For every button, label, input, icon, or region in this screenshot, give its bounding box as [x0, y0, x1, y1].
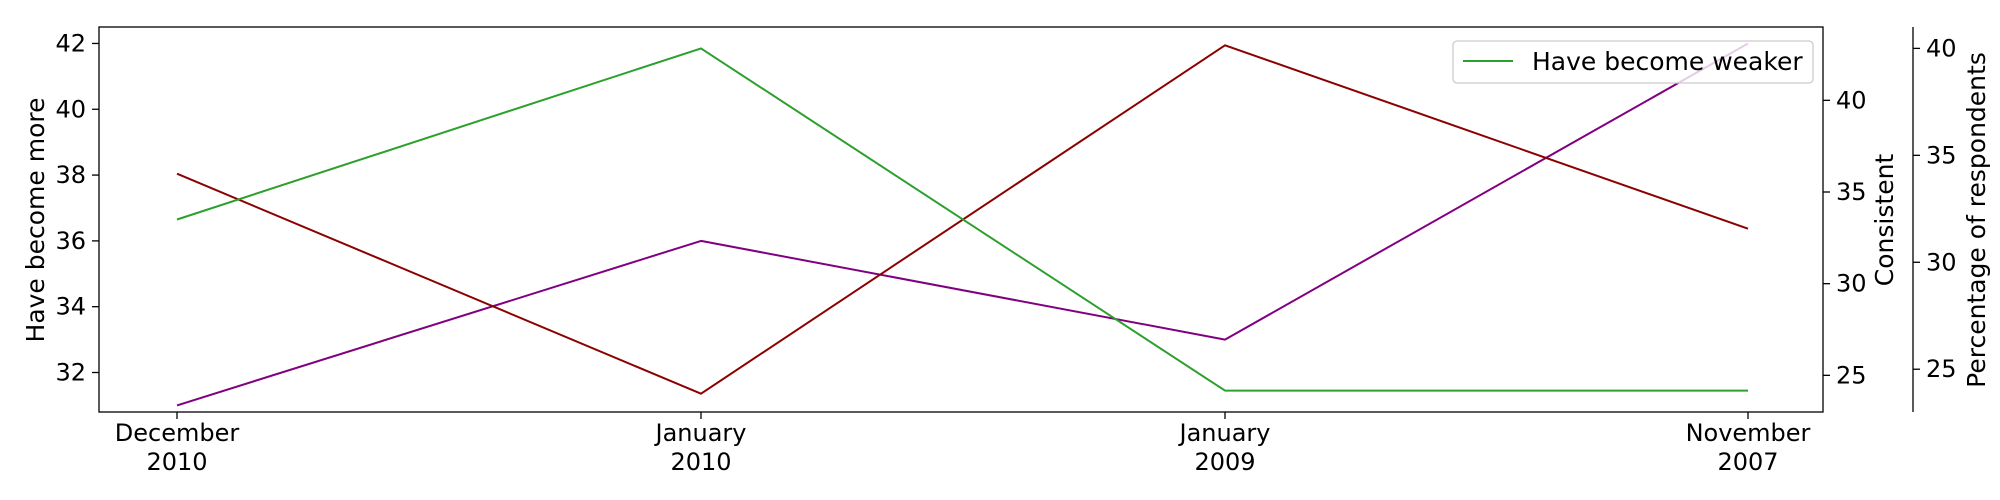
x-tick-label-line: 2007 — [1717, 448, 1778, 476]
x-tick-label: November 2007 — [1686, 419, 1811, 476]
legend: Have become weaker — [1452, 40, 1814, 84]
right2-tick-label: 40 — [1926, 34, 1957, 62]
x-tick-label-line: 2010 — [670, 448, 731, 476]
plot-frame — [98, 26, 1824, 413]
right1-tick-label: 25 — [1836, 361, 1867, 389]
x-tick-label: January 2009 — [1178, 419, 1271, 476]
series-line-have-become-more — [176, 42, 1749, 407]
left-tick-label: 38 — [55, 161, 86, 189]
right2-tick-label: 30 — [1926, 248, 1957, 276]
series-line-have-become-weaker — [176, 47, 1748, 392]
legend-label-have-become-weaker: Have become weaker — [1532, 47, 1803, 76]
left-tick-label: 36 — [55, 227, 86, 255]
x-tick-label-line: November — [1686, 419, 1811, 447]
right1-tick-label: 40 — [1836, 86, 1867, 114]
left-tick-label: 34 — [55, 293, 86, 321]
right2-axis-title: Percentage of respondents — [1962, 52, 1991, 388]
x-tick-label-line: 2009 — [1194, 448, 1255, 476]
x-tick-label-line: January — [1178, 419, 1271, 447]
legend-box — [1452, 40, 1814, 84]
series-layer — [176, 42, 1749, 407]
left-tick-label: 32 — [55, 359, 86, 387]
right1-tick-label: 35 — [1836, 178, 1867, 206]
x-tick-label-line: 2010 — [146, 448, 207, 476]
right1-axis-title: Consistent — [1870, 154, 1899, 287]
right2-tick-label: 25 — [1926, 355, 1957, 383]
right1-tick-label: 30 — [1836, 270, 1867, 298]
right2-tick-label: 35 — [1926, 141, 1957, 169]
left-tick-label: 42 — [55, 29, 86, 57]
left-tick-label: 40 — [55, 95, 86, 123]
x-tick-label-line: December — [115, 419, 240, 447]
x-tick-label-line: January — [654, 419, 747, 447]
x-tick-label: December 2010 — [115, 419, 240, 476]
x-tick-label: January 2010 — [654, 419, 747, 476]
left-axis-title: Have become more — [21, 98, 50, 343]
